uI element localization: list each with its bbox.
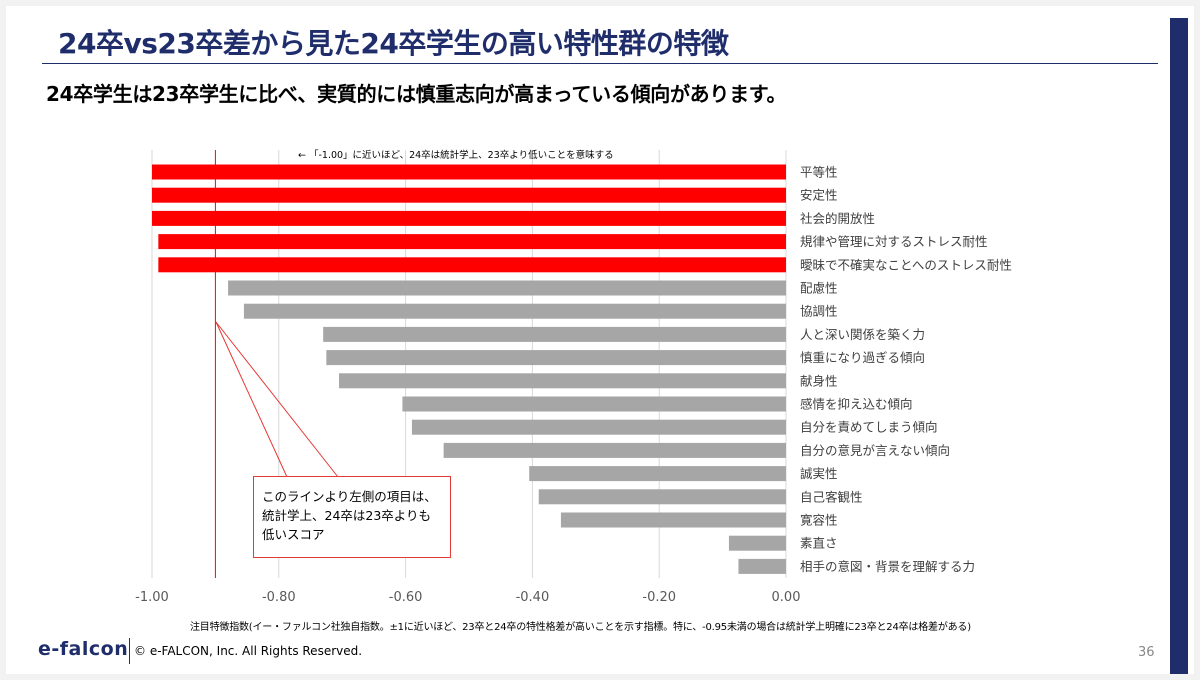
category-label: 社会的開放性 xyxy=(800,211,875,226)
chart-bars xyxy=(152,164,787,574)
bar xyxy=(411,419,786,435)
callout-line-right xyxy=(215,321,339,478)
bar xyxy=(158,257,787,273)
category-label: 素直さ xyxy=(800,536,838,551)
callout-note-line: 低いスコア xyxy=(262,527,325,542)
x-tick-label: -0.60 xyxy=(389,590,423,605)
chart-x-ticks: -1.00 -0.80 -0.60 -0.40 -0.20 0.00 xyxy=(135,590,800,605)
brand-separator xyxy=(129,638,130,664)
bar xyxy=(738,558,786,574)
bar xyxy=(152,210,786,226)
bar xyxy=(152,187,786,203)
category-label: 協調性 xyxy=(800,304,838,319)
callout-line-left xyxy=(215,321,288,478)
chart-category-labels: 平等性安定性社会的開放性規律や管理に対するストレス耐性曖昧で不確実なことへのスト… xyxy=(800,165,1012,574)
category-label: 献身性 xyxy=(800,373,838,388)
bar xyxy=(402,396,786,412)
bar xyxy=(326,350,786,366)
bar xyxy=(243,303,786,319)
bar xyxy=(323,326,786,342)
brand-logo: e-falcon xyxy=(38,638,129,660)
bar xyxy=(560,512,786,528)
category-label: 自分の意見が言えない傾向 xyxy=(800,443,950,458)
category-label: 人と深い関係を築く力 xyxy=(800,327,925,342)
x-tick-label: -0.80 xyxy=(262,590,296,605)
bar xyxy=(538,489,786,505)
category-label: 慎重になり過ぎる傾向 xyxy=(800,350,925,365)
title-divider xyxy=(42,63,1158,64)
x-tick-label: -0.40 xyxy=(516,590,550,605)
x-tick-label: -1.00 xyxy=(135,590,169,605)
callout-note-line: 統計学上、24卒は23卒よりも xyxy=(262,508,432,523)
bar xyxy=(158,234,787,250)
category-label: 配慮性 xyxy=(800,281,838,296)
bar xyxy=(152,164,786,180)
page-number: 36 xyxy=(1138,645,1155,660)
chart-footnote: 注目特徴指数(イー・ファルコン社独自指数。±1に近いほど、23卒と24卒の特性格… xyxy=(190,622,971,633)
bar xyxy=(339,373,786,389)
callout-note-line: このラインより左側の項目は、 xyxy=(262,489,437,504)
category-label: 平等性 xyxy=(800,165,838,180)
category-label: 寛容性 xyxy=(800,513,838,528)
copyright-text: © e-FALCON, Inc. All Rights Reserved. xyxy=(134,644,363,658)
bar xyxy=(529,466,786,482)
category-label: 規律や管理に対するストレス耐性 xyxy=(800,234,988,249)
chart-annotation: ← 「-1.00」に近いほど、24卒は統計学上、23卒より低いことを意味する xyxy=(298,149,614,161)
category-label: 自分を責めてしまう傾向 xyxy=(800,420,938,435)
category-label: 相手の意図・背景を理解する力 xyxy=(800,559,975,574)
category-label: 曖昧で不確実なことへのストレス耐性 xyxy=(800,257,1012,272)
x-tick-label: -0.20 xyxy=(642,590,676,605)
x-tick-label: 0.00 xyxy=(772,590,801,605)
category-label: 自己客観性 xyxy=(800,489,863,504)
bar xyxy=(443,442,786,458)
bar xyxy=(728,535,786,551)
right-accent-bar xyxy=(1170,18,1188,674)
page-title: 24卒vs23卒差から見た24卒学生の高い特性群の特徴 xyxy=(58,27,729,60)
category-label: 安定性 xyxy=(800,188,838,203)
page-subtitle: 24卒学生は23卒学生に比べ、実質的には慎重志向が高まっている傾向があります。 xyxy=(46,82,787,106)
category-label: 感情を抑え込む傾向 xyxy=(800,397,913,412)
callout-note: このラインより左側の項目は、 統計学上、24卒は23卒よりも 低いスコア xyxy=(253,476,451,558)
category-label: 誠実性 xyxy=(800,466,838,481)
bar xyxy=(228,280,786,296)
